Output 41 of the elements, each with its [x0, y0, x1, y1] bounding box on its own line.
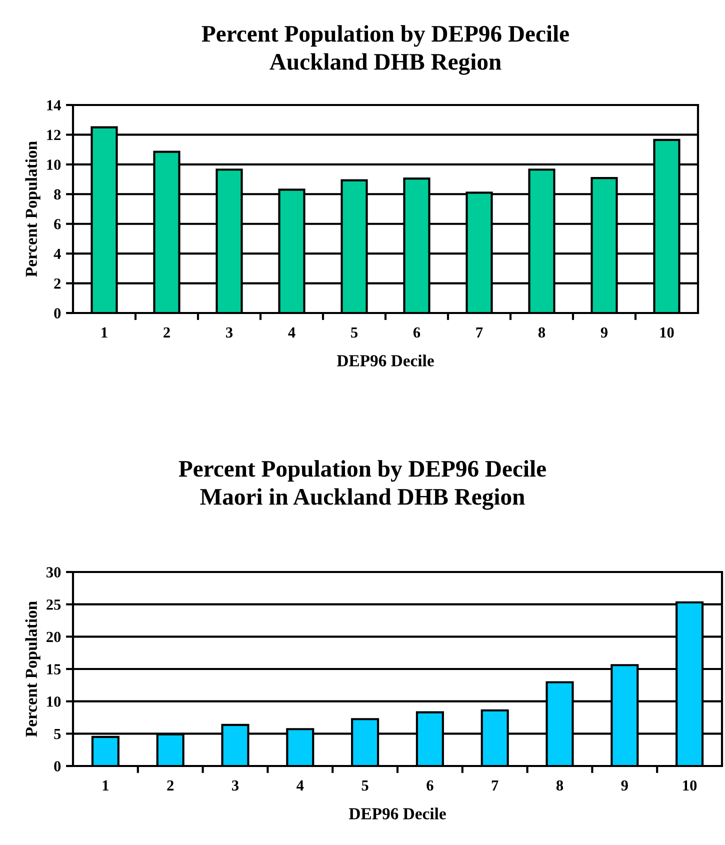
- y-tick-label: 4: [54, 248, 61, 259]
- y-axis-title: Percent Population: [25, 141, 40, 277]
- x-axis-title: DEP96 Decile: [336, 354, 434, 366]
- x-tick-label: 3: [226, 327, 233, 338]
- y-tick-label: 6: [54, 219, 61, 230]
- y-tick-label: 2: [54, 278, 61, 289]
- x-tick-label: 9: [600, 327, 608, 338]
- x-tick-label: 4: [288, 327, 296, 338]
- x-tick-label: 2: [167, 780, 174, 790]
- y-tick-label: 14: [47, 100, 61, 110]
- x-tick-label: 7: [492, 780, 498, 790]
- x-tick-label: 7: [476, 327, 483, 338]
- y-tick-label: 15: [47, 664, 61, 674]
- y-tick-label: 12: [47, 130, 61, 140]
- y-axis-title: Percent Population: [25, 601, 40, 737]
- x-tick-label: 8: [556, 780, 564, 791]
- x-tick-label: 6: [413, 327, 420, 338]
- y-tick-label: 0: [54, 761, 61, 772]
- y-tick-label: 0: [54, 308, 61, 318]
- x-tick-label: 4: [296, 780, 304, 790]
- x-tick-label: 10: [660, 327, 674, 338]
- x-tick-label: 5: [351, 327, 358, 338]
- x-axis-title: DEP96 Decile: [348, 808, 446, 820]
- y-tick-label: 5: [54, 728, 61, 740]
- x-tick-label: 10: [683, 780, 697, 791]
- x-tick-label: 9: [621, 780, 628, 791]
- x-tick-label: 1: [102, 780, 108, 790]
- y-tick-label: 20: [46, 632, 61, 642]
- x-tick-label: 6: [426, 780, 434, 791]
- y-tick-label: 10: [47, 160, 61, 170]
- y-tick-label: 30: [46, 567, 61, 578]
- x-tick-label: 3: [232, 780, 239, 791]
- chart-title: Percent Population by DEP96 Decile Maori in Auckland DHB Region: [178, 460, 546, 510]
- x-tick-label: 1: [102, 327, 108, 338]
- y-tick-label: 10: [47, 696, 61, 707]
- y-tick-label: 25: [46, 600, 61, 610]
- y-tick-label: 8: [54, 189, 61, 200]
- x-tick-label: 2: [164, 327, 170, 338]
- x-tick-label: 8: [538, 327, 546, 338]
- chart-title: Percent Population by DEP96 Decile Auckland DHB Region: [202, 25, 569, 75]
- x-tick-label: 5: [362, 780, 368, 791]
